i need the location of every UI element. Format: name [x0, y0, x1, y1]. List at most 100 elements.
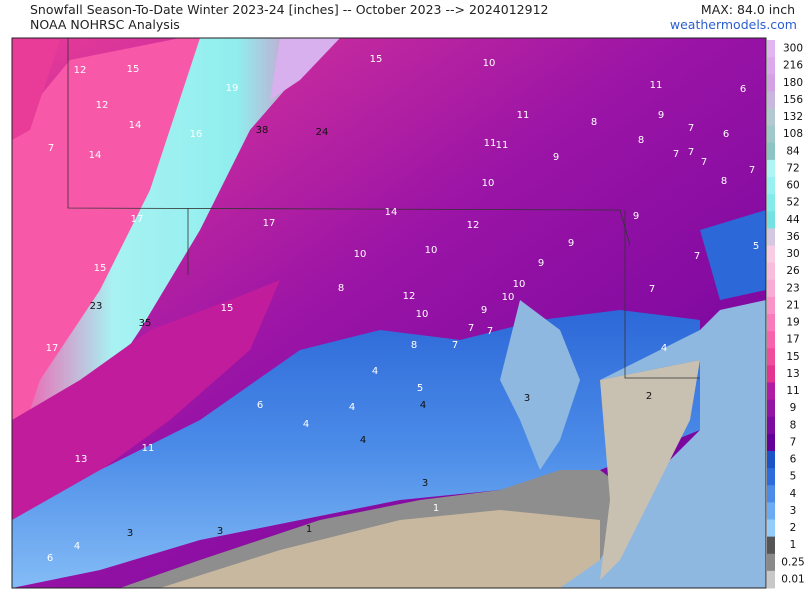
legend-swatch [767, 519, 775, 538]
snow-total-label: 3 [524, 393, 530, 404]
legend-label: 156 [783, 94, 803, 106]
snow-total-label: 8 [638, 135, 644, 146]
snow-total-label: 7 [452, 340, 458, 351]
snow-total-label: 1 [433, 503, 439, 514]
legend-label: 8 [790, 419, 797, 431]
source-link[interactable]: weathermodels.com [670, 17, 797, 32]
snow-total-label: 10 [482, 178, 495, 189]
legend-swatch [767, 245, 775, 264]
legend-label: 0.25 [781, 556, 804, 568]
snow-total-label: 8 [721, 176, 727, 187]
legend-label: 60 [786, 180, 799, 192]
snow-total-label: 15 [221, 303, 234, 314]
snow-total-label: 11 [142, 443, 155, 454]
legend-swatch [767, 416, 775, 435]
legend-label: 36 [786, 231, 800, 243]
snow-total-label: 8 [411, 340, 417, 351]
legend-swatch [767, 279, 775, 298]
snow-total-label: 12 [96, 100, 109, 111]
legend-swatch [767, 399, 775, 418]
snow-total-label: 35 [139, 318, 152, 329]
snow-total-label: 12 [403, 291, 416, 302]
legend-label: 180 [783, 77, 803, 89]
snow-total-label: 9 [633, 211, 639, 222]
snow-total-label: 38 [256, 125, 269, 136]
legend-label: 52 [786, 197, 799, 209]
legend-label: 4 [790, 488, 797, 500]
legend-label: 3 [790, 505, 797, 517]
legend-swatch [767, 331, 775, 349]
snow-total-label: 7 [749, 165, 755, 176]
legend-label: 1 [790, 539, 797, 551]
snow-total-label: 7 [688, 147, 694, 158]
snow-total-label: 12 [467, 220, 480, 231]
legend-swatch [767, 142, 775, 161]
snow-total-label: 9 [568, 238, 574, 249]
legend-swatch [767, 57, 775, 75]
legend-label: 30 [786, 248, 799, 260]
legend-swatch [767, 451, 775, 469]
legend-label: 17 [786, 334, 799, 346]
snow-total-label: 3 [217, 526, 223, 537]
legend-label: 216 [783, 60, 803, 72]
legend-swatch [767, 314, 775, 332]
legend-swatch [767, 348, 775, 366]
map-subtitle: NOAA NOHRSC Analysis [30, 17, 180, 32]
snow-total-label: 4 [349, 402, 355, 413]
snow-total-label: 10 [502, 292, 515, 303]
snow-total-label: 6 [723, 129, 729, 140]
snow-total-label: 3 [127, 528, 133, 539]
snow-total-label: 10 [416, 309, 429, 320]
max-value: MAX: 84.0 inch [701, 2, 795, 17]
legend-label: 6 [790, 454, 797, 466]
snow-total-label: 7 [694, 251, 700, 262]
legend-label: 21 [786, 299, 799, 311]
legend-swatch [767, 502, 775, 520]
legend-label: 9 [790, 402, 797, 414]
snow-total-label: 6 [740, 84, 746, 95]
snow-total-label: 11 [484, 138, 497, 149]
snow-total-label: 17 [131, 214, 144, 225]
snow-total-label: 9 [658, 110, 664, 121]
snow-total-label: 11 [650, 80, 663, 91]
snow-total-label: 10 [483, 58, 496, 69]
legend-swatch [767, 177, 775, 195]
legend-label: 15 [786, 351, 799, 363]
snow-total-label: 7 [487, 326, 493, 337]
snow-total-label: 7 [688, 123, 694, 134]
legend-swatch [767, 433, 775, 452]
legend-label: 44 [786, 214, 800, 226]
snow-total-label: 8 [591, 117, 597, 128]
snow-total-label: 9 [553, 152, 559, 163]
snow-total-label: 9 [538, 258, 544, 269]
snow-total-label: 4 [661, 343, 667, 354]
legend-label: 108 [783, 128, 803, 140]
snow-total-label: 7 [468, 323, 474, 334]
legend-swatch [767, 40, 775, 58]
legend-swatch [767, 125, 775, 144]
legend-label: 132 [783, 111, 803, 123]
snow-total-label: 15 [370, 54, 383, 65]
legend-swatch [767, 194, 775, 212]
map-title: Snowfall Season-To-Date Winter 2023-24 [… [30, 2, 548, 17]
legend-swatch [767, 570, 775, 589]
snow-total-label: 4 [303, 419, 309, 430]
snow-total-label: 19 [226, 83, 239, 94]
snow-total-label: 1 [306, 524, 312, 535]
legend-label: 7 [790, 436, 797, 448]
snow-total-label: 14 [385, 207, 398, 218]
snow-total-label: 4 [74, 541, 80, 552]
snow-total-label: 11 [496, 140, 509, 151]
map-frame [11, 37, 767, 589]
legend-label: 11 [786, 385, 799, 397]
snow-total-label: 2 [646, 391, 652, 402]
snow-total-label: 10 [513, 279, 526, 290]
legend-label: 72 [786, 162, 799, 174]
legend-swatch [767, 296, 775, 315]
legend: 3002161801561321088472605244363026232119… [767, 40, 811, 589]
snow-total-label: 14 [89, 150, 102, 161]
legend-swatch [767, 74, 775, 92]
snow-total-label: 15 [127, 64, 140, 75]
legend-label: 0.01 [781, 573, 804, 585]
